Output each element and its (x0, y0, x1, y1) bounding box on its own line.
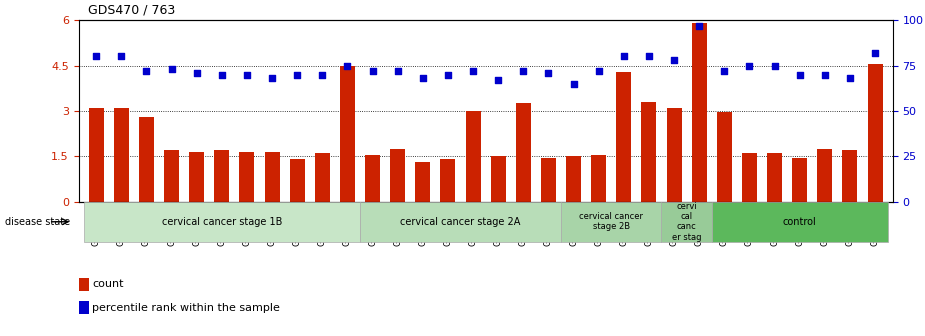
Text: cervi
cal
canc
er stag: cervi cal canc er stag (672, 202, 701, 242)
Text: control: control (783, 217, 817, 227)
Bar (339, 66, 355, 202)
Point (190, 70, 204, 76)
Bar (139, 117, 154, 202)
Point (616, 54, 631, 59)
Bar (561, 202, 661, 242)
Bar (365, 155, 380, 202)
Text: cervical cancer stage 1B: cervical cancer stage 1B (162, 217, 282, 227)
Text: GDS470 / 763: GDS470 / 763 (88, 4, 175, 17)
Point (164, 67, 179, 72)
Bar (566, 156, 581, 202)
Point (465, 68, 480, 74)
Bar (440, 159, 455, 202)
Bar (516, 103, 531, 202)
Point (516, 68, 531, 74)
Bar (742, 153, 757, 202)
Bar (667, 108, 682, 202)
Text: percentile rank within the sample: percentile rank within the sample (92, 303, 280, 313)
Point (717, 68, 732, 74)
Bar (265, 152, 279, 202)
Point (340, 63, 355, 68)
Bar (868, 64, 882, 202)
Point (541, 70, 556, 76)
Point (692, 23, 707, 28)
Point (843, 76, 857, 81)
Bar (240, 152, 254, 202)
Bar (215, 150, 229, 202)
Point (114, 54, 129, 59)
Bar (692, 23, 707, 202)
Bar (465, 111, 481, 202)
Point (390, 68, 405, 74)
Bar (616, 72, 632, 202)
Bar (541, 158, 556, 202)
Bar (767, 153, 782, 202)
Bar (641, 102, 657, 202)
Bar (290, 159, 304, 202)
Point (314, 72, 329, 77)
Bar (717, 112, 732, 202)
Point (215, 72, 229, 77)
Text: cervical cancer stage 2A: cervical cancer stage 2A (401, 217, 521, 227)
Point (591, 68, 606, 74)
Point (89, 54, 104, 59)
Bar (314, 153, 330, 202)
Text: count: count (92, 280, 124, 289)
Bar (79, 301, 89, 314)
Point (265, 76, 279, 81)
Bar (114, 108, 129, 202)
Bar (360, 202, 561, 242)
Point (415, 76, 430, 81)
Point (365, 68, 380, 74)
Point (139, 68, 154, 74)
Bar (490, 156, 506, 202)
Point (642, 54, 657, 59)
Bar (89, 108, 104, 202)
Bar (591, 155, 606, 202)
Text: cervical cancer
stage 2B: cervical cancer stage 2B (579, 212, 643, 232)
Bar (79, 278, 89, 291)
Bar (83, 202, 360, 242)
Bar (415, 162, 430, 202)
Point (767, 63, 782, 68)
Point (793, 72, 808, 77)
Point (667, 57, 682, 63)
Point (868, 50, 882, 55)
Bar (190, 152, 204, 202)
Point (742, 63, 757, 68)
Bar (390, 149, 405, 202)
Bar (164, 150, 179, 202)
Bar (711, 202, 888, 242)
Bar (843, 150, 857, 202)
Point (491, 77, 506, 83)
Point (818, 72, 833, 77)
Text: disease state: disease state (5, 217, 69, 227)
Point (440, 72, 455, 77)
Point (290, 72, 304, 77)
Bar (792, 158, 808, 202)
Point (240, 72, 254, 77)
Bar (818, 149, 833, 202)
Bar (661, 202, 711, 242)
Point (566, 81, 581, 86)
